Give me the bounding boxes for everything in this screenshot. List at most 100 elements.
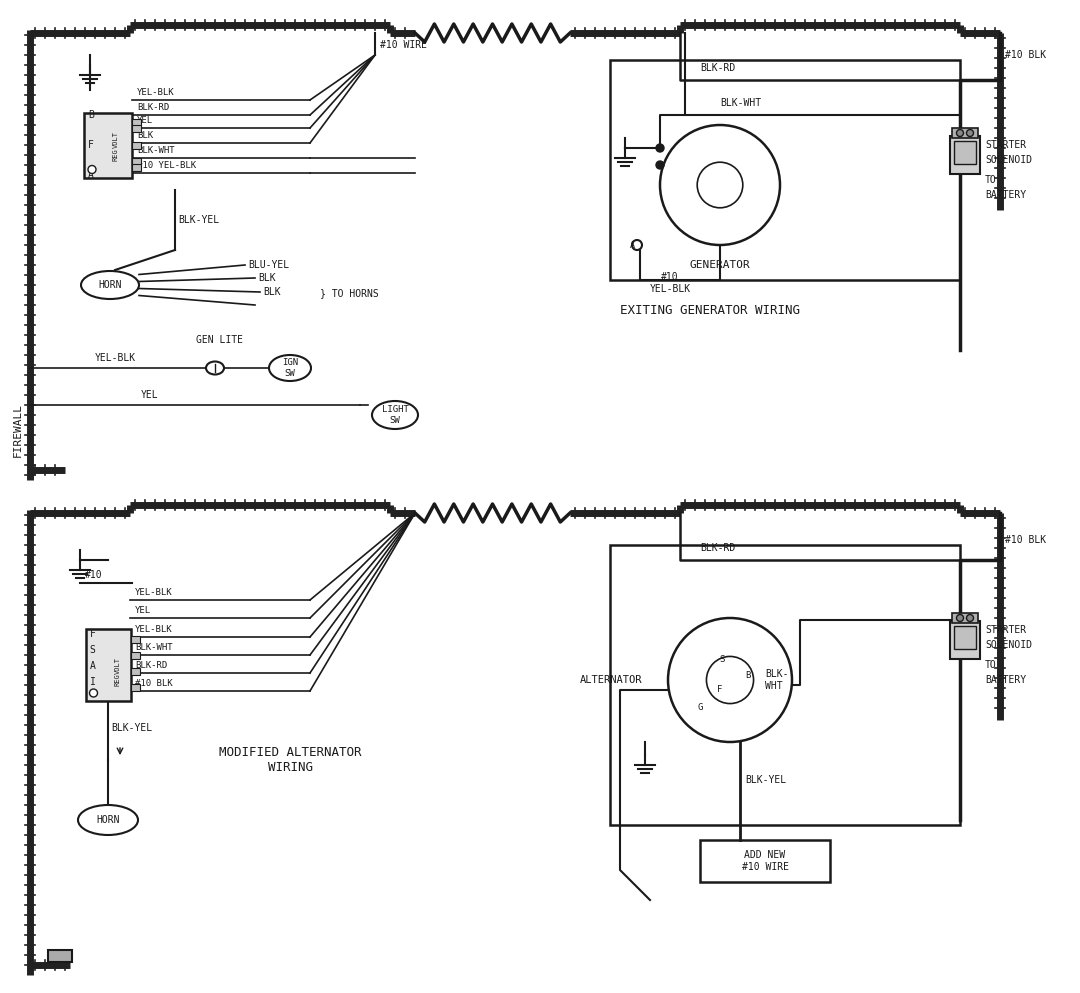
Text: BLK-YEL: BLK-YEL	[111, 723, 152, 733]
Text: BLK-RD: BLK-RD	[137, 103, 170, 112]
Text: BLK-RD: BLK-RD	[700, 63, 735, 73]
Text: VOLT: VOLT	[113, 131, 119, 149]
Circle shape	[967, 615, 973, 622]
Bar	[132, 164, 141, 171]
Text: STARTER: STARTER	[985, 625, 1026, 635]
Text: VOLT: VOLT	[114, 656, 121, 673]
Text: #10 YEL-BLK: #10 YEL-BLK	[137, 161, 197, 170]
Bar	[954, 626, 976, 649]
Text: B: B	[87, 110, 94, 120]
Circle shape	[87, 166, 96, 174]
Text: LIGHT
SW: LIGHT SW	[381, 405, 408, 425]
Ellipse shape	[269, 355, 311, 381]
Text: BLK-YEL: BLK-YEL	[745, 775, 786, 785]
Text: B: B	[745, 670, 751, 679]
Text: BLK-YEL: BLK-YEL	[178, 215, 219, 225]
Text: #10 WIRE: #10 WIRE	[380, 40, 427, 50]
Text: BLK: BLK	[137, 131, 153, 140]
Bar	[610, 545, 960, 825]
Bar	[131, 652, 139, 659]
Text: YEL-BLK: YEL-BLK	[94, 353, 136, 363]
Ellipse shape	[372, 401, 418, 429]
Text: S: S	[90, 645, 95, 655]
Text: #10: #10	[85, 570, 103, 580]
Bar	[48, 950, 72, 962]
Circle shape	[957, 615, 963, 622]
Text: A: A	[630, 240, 635, 249]
Ellipse shape	[78, 805, 138, 835]
Text: GEN LITE: GEN LITE	[197, 335, 243, 345]
Bar	[131, 668, 139, 675]
Bar	[84, 112, 132, 178]
Text: REG: REG	[113, 149, 119, 162]
Circle shape	[706, 656, 754, 704]
Text: #10 BLK: #10 BLK	[1005, 50, 1047, 60]
Text: TO: TO	[985, 175, 997, 185]
Text: YEL: YEL	[141, 390, 159, 400]
Circle shape	[632, 240, 642, 250]
Ellipse shape	[81, 271, 139, 299]
Bar	[132, 141, 141, 149]
Text: #10
YEL-BLK: #10 YEL-BLK	[649, 272, 690, 294]
Text: REG: REG	[114, 673, 121, 686]
Bar	[131, 636, 139, 643]
Bar	[132, 125, 141, 132]
Text: BLK-WHT: BLK-WHT	[720, 98, 761, 108]
Text: BLK-
WHT: BLK- WHT	[765, 669, 788, 691]
Text: YEL-BLK: YEL-BLK	[137, 88, 175, 97]
Text: A: A	[87, 170, 94, 180]
Text: TO: TO	[985, 660, 997, 670]
Bar	[132, 119, 141, 126]
Bar	[610, 60, 960, 280]
Circle shape	[698, 162, 743, 208]
Text: EXITING GENERATOR WIRING: EXITING GENERATOR WIRING	[620, 304, 800, 317]
Text: BLK-RD: BLK-RD	[700, 543, 735, 553]
Text: MODIFIED ALTERNATOR
WIRING: MODIFIED ALTERNATOR WIRING	[219, 746, 361, 774]
Text: FIREWALL: FIREWALL	[13, 403, 23, 457]
Text: BLU-YEL: BLU-YEL	[248, 260, 289, 270]
Bar	[85, 629, 131, 701]
Text: F: F	[87, 140, 94, 150]
Text: ADD NEW
#10 WIRE: ADD NEW #10 WIRE	[742, 850, 788, 872]
Text: BATTERY: BATTERY	[985, 190, 1026, 200]
Text: BLK-RD: BLK-RD	[135, 661, 167, 670]
Text: S: S	[719, 655, 725, 664]
Text: A: A	[90, 661, 95, 671]
Text: SOLENOID: SOLENOID	[985, 640, 1032, 650]
Text: STARTER: STARTER	[985, 140, 1026, 150]
Text: SOLENOID: SOLENOID	[985, 155, 1032, 165]
Text: } TO HORNS: } TO HORNS	[320, 288, 379, 298]
Text: IGN
SW: IGN SW	[282, 358, 298, 377]
Text: BLK: BLK	[264, 287, 281, 297]
Bar	[951, 128, 978, 138]
Bar	[951, 613, 978, 623]
Text: I: I	[90, 677, 95, 687]
Circle shape	[656, 161, 664, 169]
Text: G: G	[698, 703, 703, 713]
Circle shape	[957, 129, 963, 136]
Bar	[950, 621, 980, 659]
Bar	[132, 158, 141, 165]
Text: YEL-BLK: YEL-BLK	[135, 588, 173, 597]
Text: YEL: YEL	[135, 606, 151, 615]
Text: HORN: HORN	[96, 815, 120, 825]
Text: YEL: YEL	[137, 116, 153, 125]
Ellipse shape	[206, 361, 224, 374]
Bar	[131, 684, 139, 691]
Text: BLK: BLK	[258, 273, 275, 283]
Text: BLK-WHT: BLK-WHT	[135, 643, 173, 652]
Text: YEL-BLK: YEL-BLK	[135, 625, 173, 634]
Bar	[700, 840, 831, 882]
Text: BLK-WHT: BLK-WHT	[137, 146, 175, 155]
Circle shape	[656, 144, 664, 152]
Bar	[950, 136, 980, 174]
Circle shape	[90, 689, 97, 697]
Text: #10 BLK: #10 BLK	[1005, 535, 1047, 545]
Text: BATTERY: BATTERY	[985, 675, 1026, 685]
Text: #10 BLK: #10 BLK	[135, 679, 173, 688]
Text: F: F	[717, 685, 723, 694]
Text: F: F	[90, 629, 95, 639]
Circle shape	[669, 618, 792, 742]
Bar	[954, 141, 976, 164]
Text: ALTERNATOR: ALTERNATOR	[580, 675, 643, 685]
